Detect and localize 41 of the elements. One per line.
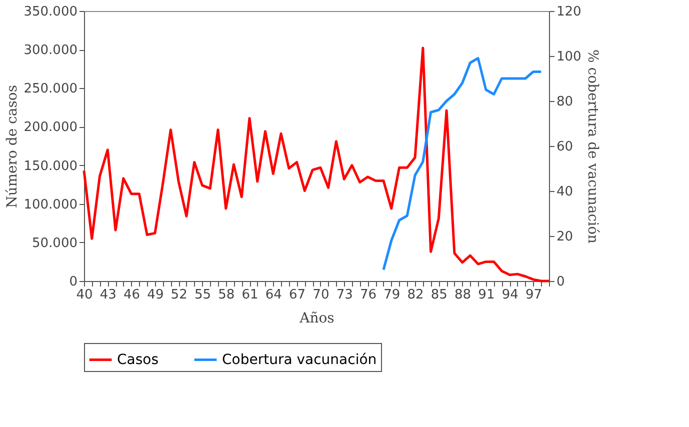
y2-tick-label: 120: [556, 4, 582, 20]
x-tick-label: 61: [242, 288, 258, 302]
x-tick-label: 94: [502, 288, 518, 302]
x-tick-label: 49: [147, 288, 164, 302]
x-tick-label: 76: [360, 288, 376, 302]
y-tick-label: 100.000: [24, 197, 78, 212]
x-tick-label: 55: [194, 288, 211, 302]
y-axis-title: Número de casos: [4, 84, 21, 208]
y2-axis-title: % cobertura de vacunación: [584, 49, 600, 244]
y2-tick-label: 40: [556, 184, 574, 200]
x-tick-label: 85: [430, 288, 448, 302]
legend-label: Casos: [117, 352, 159, 368]
x-tick-label: 91: [478, 288, 495, 302]
legend-label: Cobertura vacunación: [222, 352, 377, 368]
y-tick-label: 250.000: [24, 82, 78, 97]
y2-tick-label: 0: [556, 274, 565, 290]
y2-tick-label: 60: [556, 140, 574, 154]
y2-tick-label: 20: [556, 230, 574, 244]
x-tick-label: 97: [525, 288, 542, 302]
y2-tick-label: 100: [556, 50, 582, 64]
y-tick-label: 50.000: [32, 236, 78, 251]
x-tick-label: 70: [312, 288, 330, 302]
x-tick-label: 58: [218, 288, 235, 302]
line-series: [382, 57, 542, 271]
y2-tick-label: 80: [556, 94, 574, 110]
x-tick-label: 40: [76, 288, 93, 302]
y-tick-label: 350.000: [24, 4, 78, 20]
x-tick-label: 67: [289, 288, 306, 302]
x-tick-label: 52: [170, 288, 188, 302]
x-tick-label: 64: [265, 288, 282, 302]
x-axis-title: Años: [298, 310, 334, 326]
y-tick-label: 0: [69, 274, 78, 290]
x-tick-label: 43: [100, 288, 116, 302]
y-tick-label: 200.000: [24, 120, 78, 136]
y-tick-label: 150.000: [24, 158, 78, 174]
x-tick-label: 82: [407, 288, 424, 302]
x-tick-label: 46: [124, 288, 140, 302]
x-tick-label: 73: [336, 288, 353, 302]
x-tick-label: 79: [384, 288, 400, 302]
x-tick-label: 88: [454, 288, 472, 302]
y-tick-label: 300.000: [24, 43, 78, 58]
